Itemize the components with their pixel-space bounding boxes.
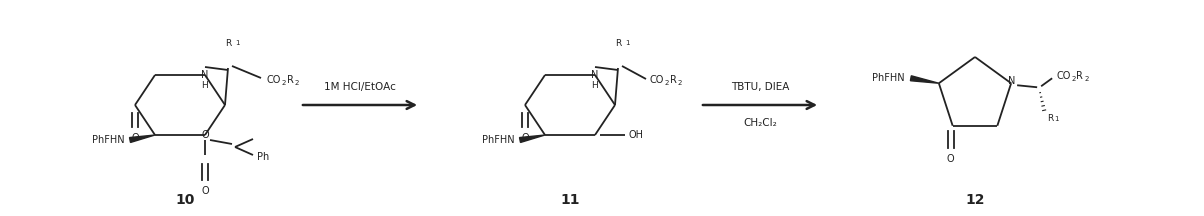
Text: N: N xyxy=(1009,76,1016,86)
Text: TBTU, DIEA: TBTU, DIEA xyxy=(731,82,789,92)
Text: CO: CO xyxy=(267,75,282,85)
Text: R: R xyxy=(669,75,677,85)
Text: O: O xyxy=(131,133,138,143)
Polygon shape xyxy=(130,135,155,142)
Text: H: H xyxy=(591,81,598,89)
Text: H: H xyxy=(201,81,208,89)
Text: R: R xyxy=(287,75,294,85)
Text: 2: 2 xyxy=(1084,76,1088,82)
Text: 2: 2 xyxy=(295,80,300,86)
Text: O: O xyxy=(201,130,208,140)
Text: O: O xyxy=(201,186,208,196)
Text: N: N xyxy=(201,70,208,80)
Text: R: R xyxy=(615,39,621,48)
Text: CO: CO xyxy=(650,75,665,85)
Text: 1: 1 xyxy=(1055,116,1058,122)
Text: R: R xyxy=(225,39,231,48)
Text: 2: 2 xyxy=(1072,76,1075,82)
Text: 1M HCl/EtOAc: 1M HCl/EtOAc xyxy=(324,82,396,92)
Polygon shape xyxy=(910,76,939,83)
Text: PhFHN: PhFHN xyxy=(872,73,905,83)
Text: 2: 2 xyxy=(678,80,683,86)
Text: 1: 1 xyxy=(625,40,630,46)
Text: 12: 12 xyxy=(966,193,985,207)
Text: 2: 2 xyxy=(665,80,669,86)
Text: OH: OH xyxy=(628,130,644,140)
Polygon shape xyxy=(519,135,545,142)
Text: 10: 10 xyxy=(176,193,195,207)
Text: CO: CO xyxy=(1056,71,1070,81)
Text: R: R xyxy=(1076,71,1084,81)
Text: R: R xyxy=(1047,114,1054,123)
Text: PhFHN: PhFHN xyxy=(93,135,125,145)
Text: O: O xyxy=(946,154,955,164)
Text: Ph: Ph xyxy=(256,152,270,162)
Text: O: O xyxy=(521,133,529,143)
Text: 1: 1 xyxy=(235,40,240,46)
Text: N: N xyxy=(591,70,598,80)
Text: 11: 11 xyxy=(560,193,580,207)
Text: PhFHN: PhFHN xyxy=(483,135,515,145)
Text: CH₂Cl₂: CH₂Cl₂ xyxy=(743,118,777,128)
Text: 2: 2 xyxy=(282,80,287,86)
